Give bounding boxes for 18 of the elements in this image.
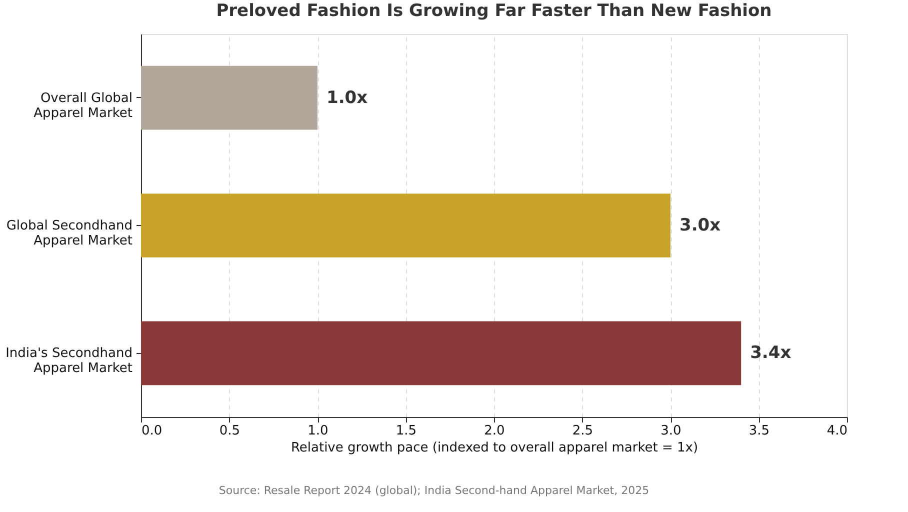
x-tick-label: 3.5: [748, 424, 770, 438]
x-tick-label: 1.0: [308, 424, 328, 438]
x-axis-title: Relative growth pace (indexed to overall apparel market = 1x): [290, 440, 698, 456]
data-label: 3.4x: [750, 343, 792, 364]
y-tick-label: India's Secondhand Apparel Market: [6, 346, 132, 376]
data-label: 1.0x: [326, 88, 368, 108]
x-tick-label: 4.0: [826, 424, 848, 438]
x-tick-label: 0.5: [219, 424, 240, 438]
chart-title: Preloved Fashion Is Growing Far Faster Than New Fashion: [216, 1, 772, 21]
x-tick-label: 0.0: [142, 424, 162, 438]
y-tick-label: Global Secondhand Apparel Market: [6, 218, 132, 248]
y-tick-label: Overall Global Apparel Market: [34, 90, 132, 121]
x-tick-label: 3.0: [660, 424, 682, 438]
x-tick-label: 2.0: [484, 424, 505, 438]
x-tick-label: 1.5: [396, 424, 417, 438]
source-note: Source: Resale Report 2024 (global); India Second-hand Apparel Market, 2025: [218, 484, 650, 497]
data-label: 3.0x: [680, 216, 721, 236]
x-tick-label: 2.5: [572, 424, 594, 438]
